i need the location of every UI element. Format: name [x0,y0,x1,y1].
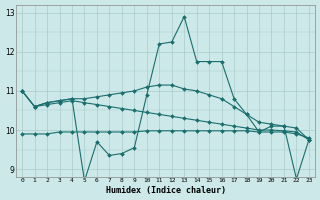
X-axis label: Humidex (Indice chaleur): Humidex (Indice chaleur) [106,186,226,195]
